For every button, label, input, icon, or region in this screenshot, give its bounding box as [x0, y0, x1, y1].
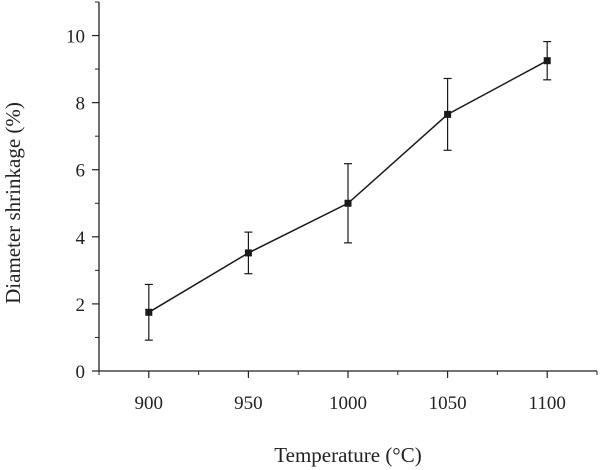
x-tick-label: 900	[135, 393, 164, 414]
y-tick-label: 4	[76, 228, 86, 249]
error-bars	[144, 40, 552, 341]
y-tick-label: 2	[76, 295, 86, 316]
x-tick-label: 1000	[329, 393, 367, 414]
y-tick-label: 0	[76, 362, 86, 383]
data-point	[344, 199, 352, 207]
data-point	[444, 110, 452, 118]
x-tick-label: 1050	[429, 393, 467, 414]
x-axis-ticks: 900 950 1000 1050 1100	[98, 371, 598, 414]
y-tick-label: 8	[76, 94, 86, 115]
y-axis-label: Diameter shrinkage (%)	[1, 102, 25, 304]
data-point	[543, 57, 551, 65]
x-tick-label: 950	[234, 393, 263, 414]
data-series	[145, 57, 551, 316]
y-tick-label: 6	[76, 161, 86, 182]
y-axis-ticks: 0 2 4 6 8 10	[66, 1, 99, 383]
y-tick-label: 10	[66, 27, 85, 48]
data-point	[145, 308, 153, 316]
x-tick-label: 1100	[529, 393, 566, 414]
x-axis-label: Temperature (°C)	[274, 443, 421, 467]
data-point	[244, 249, 252, 257]
